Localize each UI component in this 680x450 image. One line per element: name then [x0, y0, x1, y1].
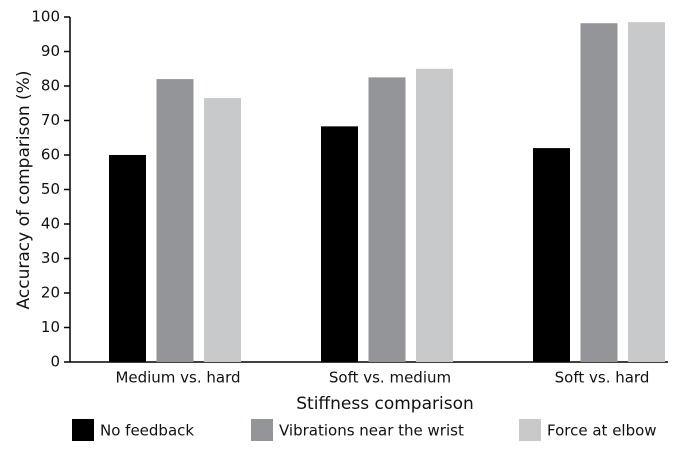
bar — [321, 126, 358, 363]
y-tick-label: 70 — [41, 111, 60, 129]
y-tick-label: 50 — [41, 180, 60, 198]
bar — [628, 22, 665, 363]
legend-label: Vibrations near the wrist — [279, 422, 464, 440]
legend-label: Force at elbow — [547, 422, 657, 440]
legend-swatch — [519, 419, 541, 441]
y-tick-label: 60 — [41, 146, 60, 164]
y-tick-label: 30 — [41, 249, 60, 267]
y-axis-label: Accuracy of comparison (%) — [14, 71, 34, 310]
legend-label: No feedback — [100, 422, 194, 440]
bar — [533, 148, 570, 362]
x-tick-label: Medium vs. hard — [115, 369, 240, 387]
bar — [580, 23, 618, 363]
y-tick-label: 100 — [31, 8, 60, 26]
bar — [416, 68, 453, 362]
y-tick-label: 40 — [41, 215, 60, 233]
x-tick-label: Soft vs. hard — [555, 369, 650, 387]
y-tick-label: 0 — [50, 353, 60, 371]
x-axis-label: Stiffness comparison — [296, 394, 474, 414]
x-tick-label: Soft vs. medium — [329, 369, 451, 387]
y-tick-label: 80 — [41, 77, 60, 95]
bar — [368, 77, 406, 362]
bar — [109, 155, 146, 362]
y-tick-label: 20 — [41, 284, 60, 302]
legend-swatch — [72, 419, 94, 441]
y-tick-label: 90 — [41, 42, 60, 60]
legend-swatch — [251, 419, 273, 441]
bar — [204, 98, 241, 362]
y-tick-label: 10 — [41, 318, 60, 336]
bar — [156, 79, 194, 362]
